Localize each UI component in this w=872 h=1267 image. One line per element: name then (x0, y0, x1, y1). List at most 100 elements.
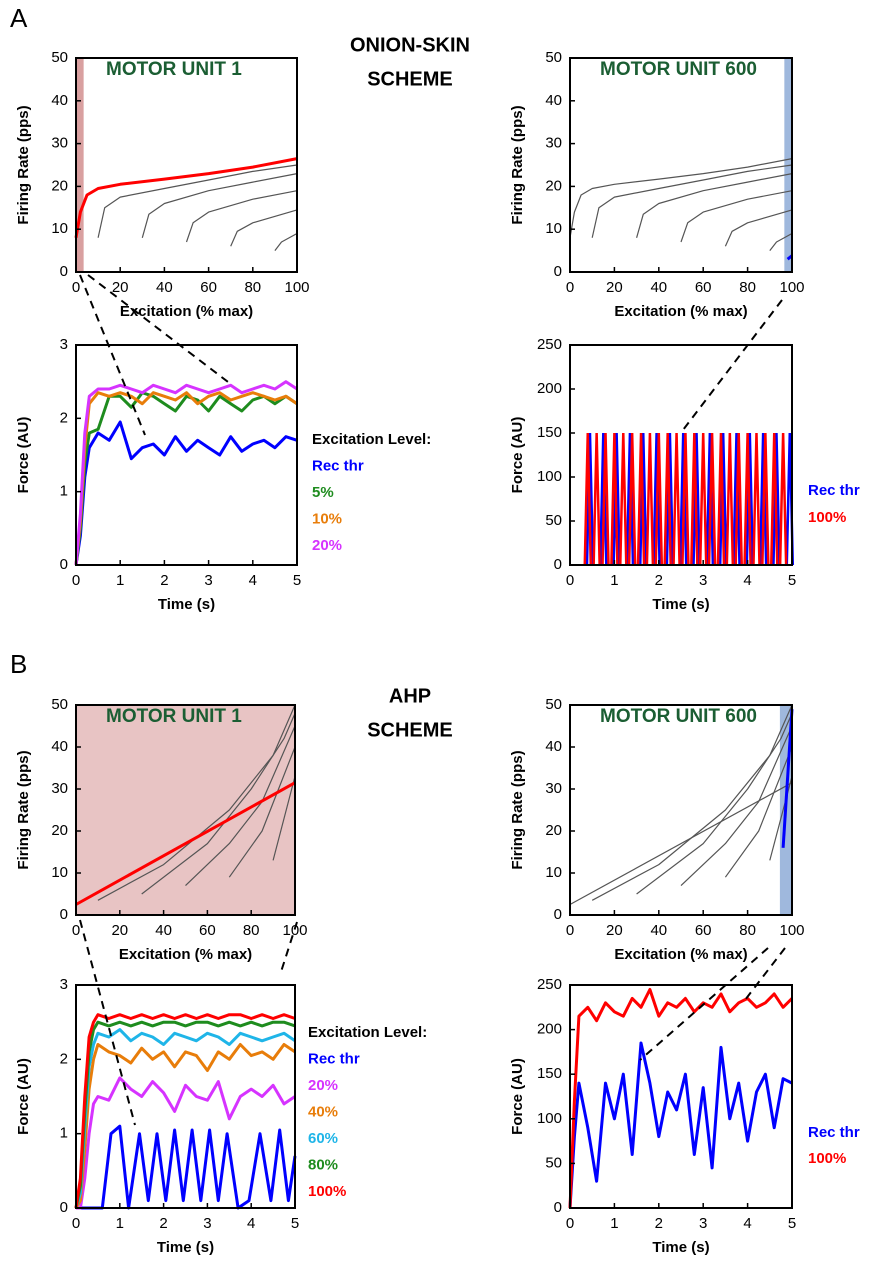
y-tick-label: 40 (545, 738, 562, 755)
data-line (74, 391, 298, 566)
y-tick-label: 40 (51, 738, 68, 755)
force-spike (665, 432, 675, 566)
plot-area (74, 380, 298, 566)
y-tick-label: 50 (545, 696, 562, 713)
data-line (228, 746, 296, 878)
data-line (568, 1041, 793, 1209)
force-spike (652, 432, 661, 566)
data-line (97, 164, 298, 238)
data-line (274, 232, 298, 251)
x-tick-label: 1 (610, 572, 618, 589)
data-line (272, 776, 296, 861)
x-tick-label: 4 (743, 572, 751, 589)
y-tick-label: 150 (537, 424, 562, 441)
data-line (74, 1043, 296, 1209)
x-axis-label: Excitation (% max) (614, 946, 747, 963)
data-line (636, 173, 793, 238)
force-spike (743, 432, 752, 566)
y-axis-label: Firing Rate (pps) (15, 750, 32, 869)
legend-entry: Rec thr (312, 457, 364, 474)
data-line (591, 704, 793, 901)
force-spike (734, 432, 743, 566)
y-tick-label: 3 (60, 336, 68, 353)
x-axis-label: Time (s) (157, 1239, 214, 1256)
x-axis-label: Time (s) (652, 1239, 709, 1256)
plot-frame (75, 344, 298, 566)
force-spike (645, 432, 655, 566)
highlight-region (75, 704, 296, 916)
force-spike (636, 432, 646, 566)
y-tick-label: 0 (554, 556, 562, 573)
x-tick-label: 60 (199, 922, 216, 939)
force-spike (627, 432, 637, 566)
chart: 0 50 100 150 200 250 0 1 2 3 4 5 Time (s) Force (AU) R… (509, 336, 860, 613)
force-spike (654, 432, 664, 566)
data-line (185, 725, 296, 887)
chart: 0 10 20 30 40 50 0 20 40 60 80 100 Excitation (% max… (15, 696, 308, 963)
plot-area (74, 157, 298, 251)
y-tick-label: 1 (60, 1125, 68, 1142)
force-spike (663, 432, 672, 566)
scheme-label: SCHEME (367, 719, 453, 741)
data-line (74, 1020, 296, 1209)
data-line (568, 988, 794, 1209)
data-line (141, 173, 298, 238)
force-spike (761, 432, 770, 566)
y-tick-label: 10 (545, 220, 562, 237)
y-axis-label: Force (AU) (509, 1058, 526, 1135)
force-spike (705, 432, 715, 566)
y-tick-label: 0 (554, 263, 562, 280)
data-line (74, 420, 298, 566)
force-spike (592, 432, 601, 566)
force-spike (583, 432, 593, 566)
panel-label: B (10, 649, 27, 679)
data-line (591, 164, 793, 238)
chart-title: MOTOR UNIT 600 (600, 59, 757, 80)
force-spike (752, 432, 761, 566)
chart-title: MOTOR UNIT 1 (106, 706, 242, 727)
data-line (75, 781, 296, 906)
legend-entry: 100% (308, 1183, 346, 1200)
x-axis-label: Time (s) (158, 596, 215, 613)
x-tick-label: 80 (739, 922, 756, 939)
chart: 0 10 20 30 40 50 0 20 40 60 80 100 Excitation (% max… (509, 696, 805, 963)
x-tick-label: 4 (247, 1215, 255, 1232)
x-tick-label: 1 (116, 572, 124, 589)
scheme-label: ONION-SKIN (350, 34, 470, 56)
y-tick-label: 100 (537, 468, 562, 485)
y-tick-label: 100 (537, 1110, 562, 1127)
x-tick-label: 1 (610, 1215, 618, 1232)
x-tick-label: 20 (606, 922, 623, 939)
y-tick-label: 50 (545, 49, 562, 66)
legend-entry: 80% (308, 1156, 338, 1173)
x-tick-label: 3 (699, 572, 707, 589)
plot-frame (569, 57, 793, 273)
force-spike (778, 432, 788, 566)
plot-frame (75, 704, 296, 916)
x-tick-label: 80 (244, 279, 261, 296)
x-tick-label: 2 (159, 1215, 167, 1232)
data-line (74, 380, 298, 566)
data-line (680, 190, 793, 243)
x-tick-label: 20 (606, 279, 623, 296)
chart: 0 1 2 3 0 1 2 3 4 5 Time (s) Force (AU) Excitation L… (15, 336, 431, 613)
x-tick-label: 5 (788, 572, 796, 589)
scheme-label: SCHEME (367, 68, 453, 90)
x-tick-label: 5 (293, 572, 301, 589)
x-tick-label: 100 (284, 279, 309, 296)
x-tick-label: 0 (72, 922, 80, 939)
x-tick-label: 0 (72, 279, 80, 296)
force-spike (718, 432, 728, 566)
data-line (97, 704, 296, 901)
plot-area (569, 158, 793, 261)
legend-title: Excitation Level: (308, 1024, 427, 1041)
x-tick-label: 0 (566, 1215, 574, 1232)
chart-title: MOTOR UNIT 1 (106, 59, 242, 80)
y-axis-label: Firing Rate (pps) (15, 105, 32, 224)
force-spike (716, 432, 726, 566)
data-line (141, 713, 296, 895)
x-tick-label: 0 (566, 922, 574, 939)
data-line (769, 232, 793, 251)
